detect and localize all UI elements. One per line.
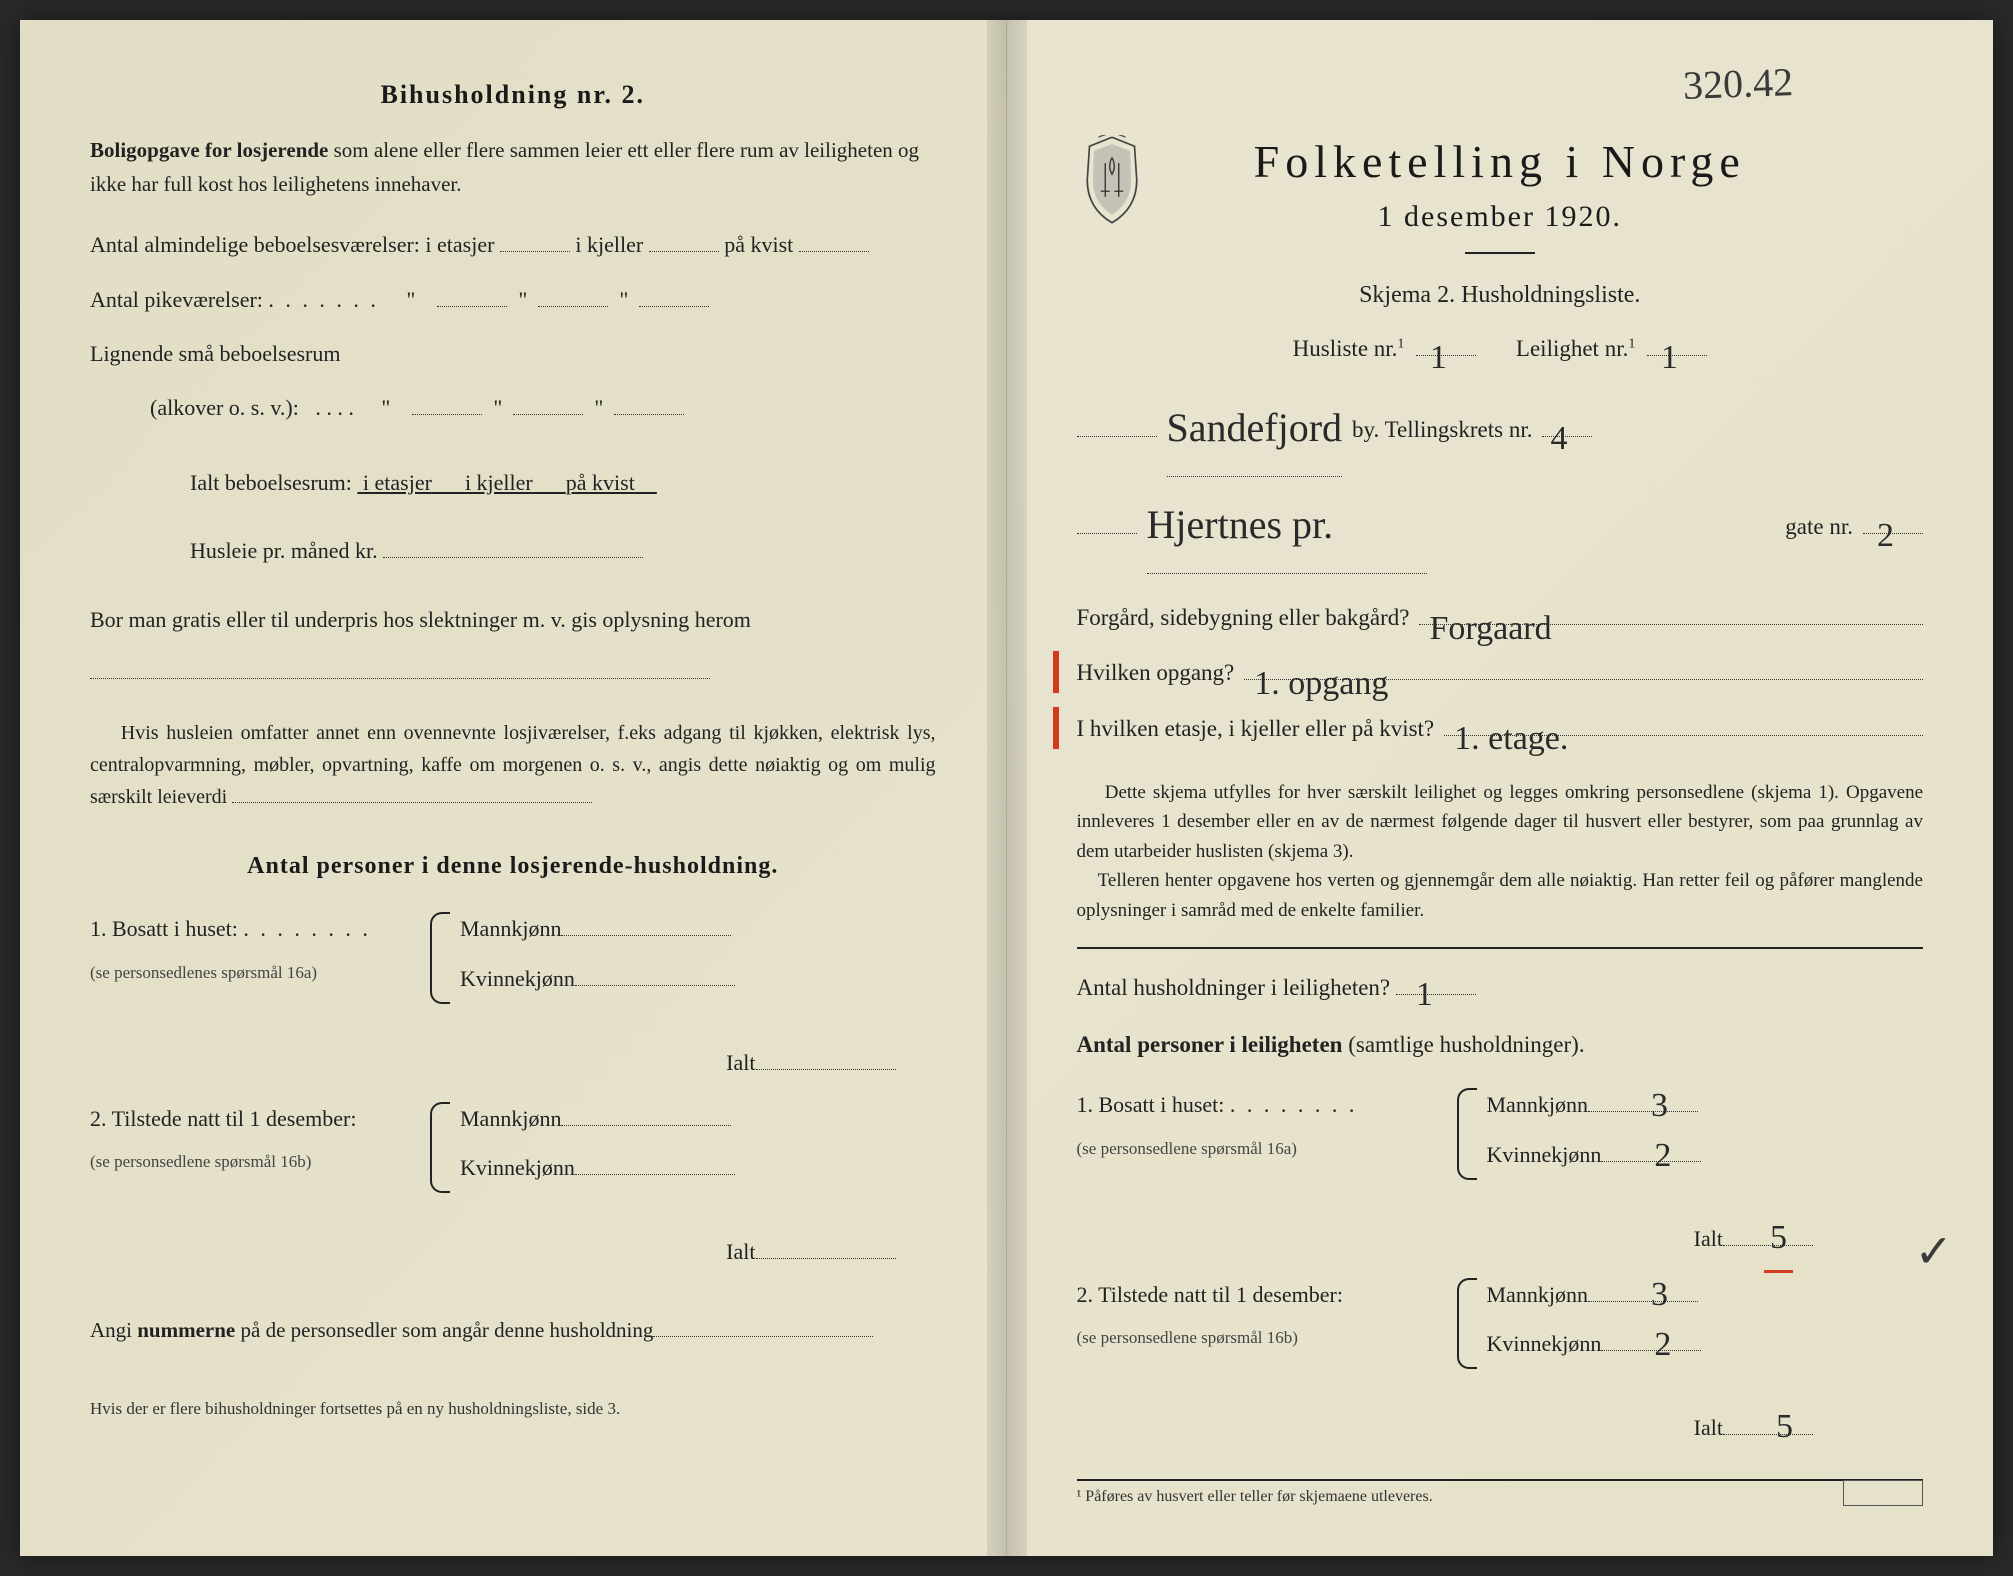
skjema-label: Skjema 2. Husholdningsliste. <box>1077 282 1924 309</box>
pike-row: Antal pikeværelser: . . . . . . . " " " <box>90 276 936 324</box>
census-document: Bihusholdning nr. 2. Boligopgave for los… <box>20 20 1993 1556</box>
gratis-row: Bor man gratis eller til underpris hos s… <box>90 594 936 700</box>
item2-sub: (se personsedlene spørsmål 16b) <box>90 1152 311 1171</box>
left-title: Bihusholdning nr. 2. <box>90 80 936 110</box>
printer-stamp <box>1843 1480 1923 1506</box>
divider-full <box>1077 947 1924 949</box>
pike-label: Antal pikeværelser: <box>90 287 268 312</box>
angi-row: Angi nummerne på de personsedler som ang… <box>90 1313 936 1349</box>
street-value: Hjertnes pr. <box>1147 477 1427 574</box>
item-bosatt: 1. Bosatt i huset: . . . . . . . . (se p… <box>90 908 936 1008</box>
item-tilstede: 2. Tilstede natt til 1 desember: (se per… <box>90 1098 936 1198</box>
rooms-mid: i kjeller <box>575 232 643 257</box>
antal-pers-row: Antal personer i leiligheten (samtlige h… <box>1077 1020 1924 1071</box>
archive-number: 320.42 <box>1682 58 1794 109</box>
r-ialt-2: Ialt5 <box>1077 1407 1924 1449</box>
lignende-label: (alkover o. s. v.): <box>150 395 299 420</box>
right-person-counts: 1. Bosatt i huset: . . . . . . . . (se p… <box>1077 1084 1924 1449</box>
rooms-label: Antal almindelige beboelsesværelser: i e… <box>90 232 494 257</box>
antal-hush-row: Antal husholdninger i leiligheten? 1 <box>1077 963 1924 1014</box>
main-subtitle: 1 desember 1920. <box>1077 200 1924 234</box>
item1-label: 1. Bosatt i huset: <box>90 916 238 941</box>
ialt-rooms-label: Ialt beboelsesrum: <box>190 470 352 495</box>
by-row: Sandefjord by. Tellingskrets nr. 4 <box>1077 376 1924 473</box>
husliste-row: Husliste nr.1 1 Leilighet nr.1 1 <box>1077 321 1924 376</box>
gate-row: Hjertnes pr. gate nr. 2 <box>1077 473 1924 570</box>
item1-sub: (se personsedlenes spørsmål 16a) <box>90 963 317 982</box>
main-title: Folketelling i Norge <box>1077 135 1924 188</box>
lead-paragraph: Boligopgave for losjerende som alene ell… <box>90 134 936 201</box>
item2-label: 2. Tilstede natt til 1 desember: <box>90 1106 356 1131</box>
ialt-1: Ialt <box>90 1042 936 1084</box>
city-value: Sandefjord <box>1167 380 1343 477</box>
hvis-paragraph: Hvis husleien omfatter annet enn ovennev… <box>90 717 936 813</box>
r-item-tilstede: 2. Tilstede natt til 1 desember: (se per… <box>1077 1274 1924 1374</box>
etasje-row: I hvilken etasje, i kjeller eller på kvi… <box>1077 701 1924 756</box>
r-ialt-1: Ialt5 ✓ <box>1077 1218 1924 1260</box>
rooms-row: Antal almindelige beboelsesværelser: i e… <box>90 221 936 269</box>
left-footnote: Hvis der er flere bihusholdninger fortse… <box>90 1399 936 1419</box>
husleie-label: Husleie pr. måned kr. <box>190 538 378 563</box>
right-page: 320.42 Folketelling i Norge 1 desember 1… <box>1007 20 1994 1556</box>
divider-bottom <box>1077 1479 1924 1481</box>
forgard-row: Forgård, sidebygning eller bakgård? Forg… <box>1077 590 1924 645</box>
left-page: Bihusholdning nr. 2. Boligopgave for los… <box>20 20 1007 1556</box>
person-counts: 1. Bosatt i huset: . . . . . . . . (se p… <box>90 908 936 1273</box>
ialt-2: Ialt <box>90 1231 936 1273</box>
opgang-row: Hvilken opgang? 1. opgang <box>1077 645 1924 700</box>
divider-short <box>1465 252 1535 254</box>
ialt-rooms-row: Ialt beboelsesrum: i etasjer i kjeller p… <box>90 459 936 507</box>
rooms-end: på kvist <box>724 232 793 257</box>
section-title: Antal personer i denne losjerende-hushol… <box>90 853 936 880</box>
husleie-row: Husleie pr. måned kr. <box>90 527 936 575</box>
lignende-row2: (alkover o. s. v.): . . . . " " " <box>90 384 936 432</box>
r-item-bosatt: 1. Bosatt i huset: . . . . . . . . (se p… <box>1077 1084 1924 1184</box>
footer-note: ¹ Påføres av husvert eller teller før sk… <box>1077 1488 1433 1506</box>
lead-bold: Boligopgave for losjerende <box>90 138 328 162</box>
lignende-row1: Lignende små beboelsesrum <box>90 330 936 378</box>
instruction-paragraph: Dette skjema utfylles for hver særskilt … <box>1077 778 1924 925</box>
coat-of-arms-icon <box>1077 135 1147 225</box>
gratis-text: Bor man gratis eller til underpris hos s… <box>90 607 751 632</box>
